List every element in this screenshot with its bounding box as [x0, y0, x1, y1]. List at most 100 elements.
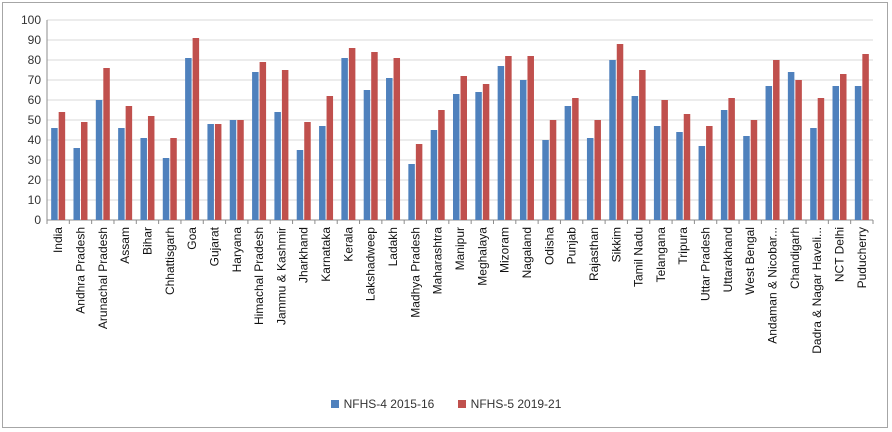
bar-series-2-13 — [348, 48, 356, 220]
bar-series-2-20 — [505, 56, 512, 220]
bar-series-1-3 — [118, 128, 125, 220]
bar-series-1-6 — [185, 58, 192, 220]
bar-series-2-29 — [706, 126, 713, 220]
bar-series-2-12 — [326, 96, 334, 220]
bar-series-1-2 — [95, 100, 103, 220]
x-category-label-13: Kerala — [341, 227, 355, 262]
x-category-label-31: West Bengal — [743, 227, 757, 295]
bar-series-1-0 — [51, 128, 58, 220]
x-category-label-16: Madhya Pradesh — [408, 227, 422, 318]
x-category-label-6: Goa — [185, 227, 199, 250]
bar-series-1-28 — [676, 132, 683, 220]
legend-swatch-series-2 — [457, 400, 466, 408]
bar-series-1-5 — [162, 158, 170, 220]
x-category-label-11: Jharkhand — [297, 227, 311, 283]
bar-series-2-16 — [415, 144, 423, 220]
bar-series-1-17 — [430, 130, 438, 220]
x-category-label-18: Manipur — [453, 227, 467, 270]
bar-series-2-32 — [773, 60, 780, 220]
bar-series-2-6 — [192, 38, 200, 220]
bar-series-1-31 — [743, 136, 750, 220]
x-category-label-26: Tamil Nadu — [632, 227, 646, 287]
x-category-label-21: Nagaland — [520, 227, 534, 278]
x-category-label-34: Dadra & Nagar Haveli... — [810, 227, 824, 354]
legend-label-series-1: NFHS-4 2015-16 — [343, 397, 435, 411]
legend-item-series-1: NFHS-4 2015-16 — [330, 397, 435, 411]
x-category-label-0: India — [51, 227, 65, 253]
bar-series-1-18 — [453, 94, 460, 220]
bar-series-2-0 — [58, 112, 66, 220]
y-tick-label-60: 60 — [28, 93, 42, 107]
bar-series-1-19 — [475, 92, 482, 220]
bar-series-1-20 — [497, 66, 505, 220]
x-category-label-12: Karnataka — [319, 227, 333, 282]
x-category-label-33: Chandigarh — [788, 227, 802, 289]
bar-series-2-22 — [549, 120, 557, 220]
y-tick-label-50: 50 — [28, 113, 42, 127]
y-tick-label-100: 100 — [21, 13, 41, 27]
bar-series-2-8 — [237, 120, 244, 220]
bar-series-1-7 — [207, 124, 214, 220]
y-tick-label-10: 10 — [28, 193, 42, 207]
x-category-label-1: Andhra Pradesh — [73, 227, 87, 314]
legend-swatch-series-1 — [330, 400, 339, 408]
bar-series-2-30 — [728, 98, 735, 220]
bar-series-2-2 — [103, 68, 110, 220]
legend: NFHS-4 2015-16 NFHS-5 2019-21 — [0, 397, 892, 411]
x-category-label-7: Gujarat — [207, 226, 221, 266]
bar-series-1-25 — [609, 60, 616, 220]
x-category-label-29: Uttar Pradesh — [699, 227, 713, 301]
bar-series-2-36 — [862, 54, 869, 220]
x-category-label-10: Jammu & Kashmir — [274, 227, 288, 325]
y-tick-label-70: 70 — [28, 73, 42, 87]
bar-series-2-35 — [840, 74, 847, 220]
bar-series-2-18 — [460, 76, 467, 220]
bar-series-1-32 — [765, 86, 773, 220]
bar-series-1-4 — [140, 138, 147, 220]
bar-series-2-33 — [795, 80, 802, 220]
bar-series-2-23 — [572, 98, 579, 220]
bar-series-1-24 — [586, 138, 594, 220]
bar-series-1-12 — [319, 126, 326, 220]
x-category-label-3: Assam — [118, 227, 132, 264]
bar-series-1-9 — [252, 72, 259, 220]
bar-series-2-17 — [438, 110, 445, 220]
y-tick-label-40: 40 — [28, 133, 42, 147]
x-category-label-23: Punjab — [565, 227, 579, 265]
y-tick-label-30: 30 — [28, 153, 42, 167]
x-category-label-19: Meghalaya — [475, 227, 489, 286]
y-tick-label-80: 80 — [28, 53, 42, 67]
bar-series-2-10 — [281, 70, 289, 220]
bar-series-1-15 — [386, 78, 393, 220]
x-category-label-5: Chhattisgarh — [163, 227, 177, 295]
bar-series-1-11 — [296, 150, 304, 220]
bar-series-1-34 — [810, 128, 817, 220]
x-category-label-9: Himachal Pradesh — [252, 227, 266, 325]
x-category-label-4: Bihar — [140, 227, 154, 255]
y-tick-label-0: 0 — [34, 213, 41, 227]
bar-series-1-29 — [698, 146, 706, 220]
bar-series-2-9 — [259, 62, 267, 220]
bar-series-2-4 — [147, 116, 155, 220]
bar-series-2-15 — [393, 58, 401, 220]
bar-series-1-36 — [854, 86, 862, 220]
bar-series-1-26 — [631, 96, 639, 220]
bar-series-1-14 — [363, 90, 371, 220]
bar-series-2-24 — [594, 120, 601, 220]
bar-series-1-1 — [73, 148, 80, 220]
x-category-label-32: Andaman & Nicobar... — [766, 227, 780, 344]
x-category-label-14: Lakshadweep — [364, 227, 378, 301]
bar-series-1-8 — [229, 120, 237, 220]
x-category-label-22: Odisha — [542, 227, 556, 265]
bar-series-2-19 — [482, 84, 490, 220]
bar-series-2-31 — [750, 120, 758, 220]
x-category-label-30: Uttarakhand — [721, 227, 735, 292]
bar-series-1-13 — [341, 58, 348, 220]
bar-series-2-3 — [125, 106, 133, 220]
bar-series-1-30 — [720, 110, 728, 220]
y-tick-label-90: 90 — [28, 33, 42, 47]
x-category-label-2: Arunachal Pradesh — [96, 227, 110, 329]
bar-series-1-23 — [564, 106, 572, 220]
bar-series-1-21 — [519, 80, 527, 220]
